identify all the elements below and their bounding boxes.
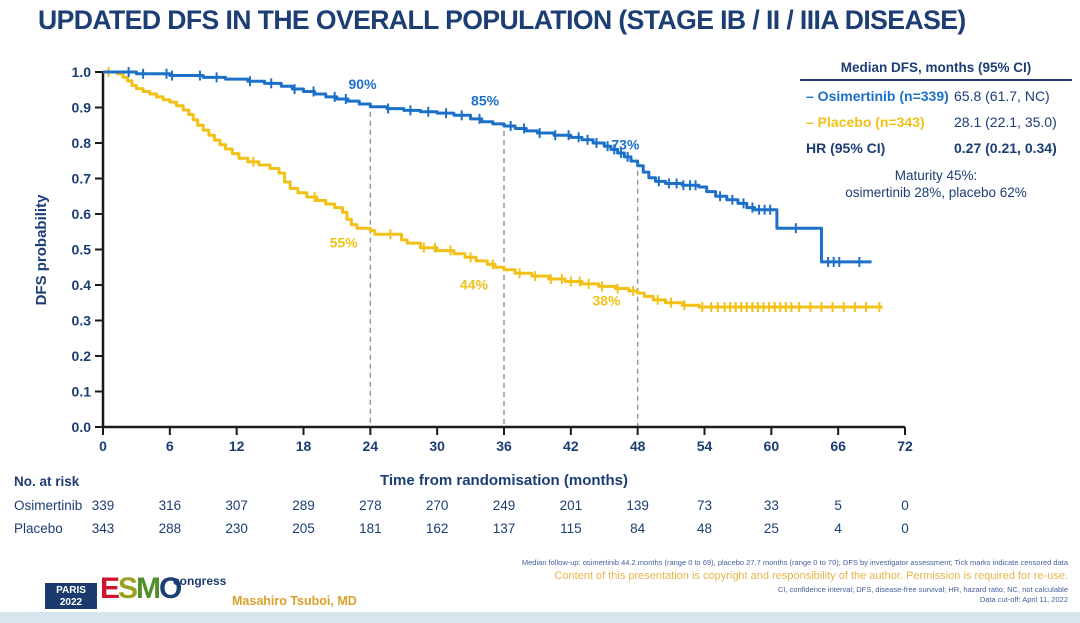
x-tick-label: 12 — [229, 438, 245, 454]
at-risk-value: 201 — [560, 498, 583, 513]
at-risk-value: 137 — [493, 521, 516, 536]
esmo-letter-m: M — [136, 572, 161, 605]
at-risk-value: 33 — [764, 498, 779, 513]
placebo-label: – Placebo (n=343) — [806, 114, 925, 130]
x-tick-label: 30 — [429, 438, 445, 454]
paris-text: PARIS — [56, 585, 86, 596]
page-title: UPDATED DFS IN THE OVERALL POPULATION (S… — [38, 5, 966, 35]
at-risk-value: 0 — [901, 521, 909, 536]
footnote-datacutoff: Data cut-off: April 11, 2022 — [979, 595, 1068, 604]
osimertinib-label: – Osimertinib (n=339) — [806, 88, 949, 104]
at-risk-value: 205 — [292, 521, 315, 536]
esmo-congress-logo: PARIS 2022 ESMO congress — [45, 572, 245, 614]
y-tick-label: 0.0 — [72, 419, 92, 435]
x-tick-label: 60 — [764, 438, 780, 454]
legend-header: Median DFS, months (95% CI) — [840, 60, 1032, 75]
y-tick-label: 0.4 — [72, 277, 92, 293]
milestone-label-73%: 73% — [611, 136, 640, 152]
x-tick-label: 42 — [563, 438, 579, 454]
x-tick-label: 66 — [830, 438, 846, 454]
at-risk-value: 139 — [626, 498, 649, 513]
maturity-line2: osimertinib 28%, placebo 62% — [845, 185, 1027, 200]
at-risk-value: 270 — [426, 498, 449, 513]
milestone-label-55%: 55% — [330, 235, 359, 251]
at-risk-value: 343 — [92, 521, 115, 536]
footnote-abbreviations: CI, confidence interval; DFS, disease-fr… — [777, 585, 1068, 594]
esmo-letter-s: S — [118, 572, 138, 605]
median-dfs-legend: Median DFS, months (95% CI) – Osimertini… — [800, 60, 1072, 201]
y-tick-label: 0.1 — [72, 384, 92, 400]
milestone-label-85%: 85% — [471, 93, 500, 109]
legend-row-osimertinib: – Osimertinib (n=339) 65.8 (61.7, NC) — [800, 83, 1072, 109]
km-curve-osimertinib — [103, 70, 872, 264]
at-risk-value: 230 — [225, 521, 248, 536]
at-risk-value: 162 — [426, 521, 449, 536]
x-tick-label: 18 — [296, 438, 312, 454]
x-tick-label: 72 — [897, 438, 913, 454]
at-risk-value: 48 — [697, 521, 712, 536]
placebo-median-value: 28.1 (22.1, 35.0) — [954, 114, 1057, 130]
at-risk-value: 115 — [560, 521, 582, 536]
at-risk-value: 278 — [359, 498, 382, 513]
y-tick-label: 0.5 — [72, 242, 92, 258]
maturity-line1: Maturity 45%: — [894, 168, 978, 183]
congress-text: congress — [173, 574, 227, 588]
at-risk-row-label: Osimertinib — [14, 498, 82, 513]
legend-row-hr: HR (95% CI) 0.27 (0.21, 0.34) — [800, 135, 1072, 161]
x-axis-title: Time from randomisation (months) — [380, 472, 628, 489]
milestone-label-38%: 38% — [592, 293, 621, 309]
milestone-label-44%: 44% — [460, 276, 489, 292]
footnote-copyright: Content of this presentation is copyrigh… — [554, 570, 1068, 582]
at-risk-value: 73 — [697, 498, 712, 513]
at-risk-row-label: Placebo — [14, 521, 63, 536]
osimertinib-median-value: 65.8 (61.7, NC) — [954, 88, 1050, 104]
year-text: 2022 — [59, 597, 83, 608]
at-risk-value: 307 — [225, 498, 248, 513]
at-risk-value: 25 — [764, 521, 779, 536]
legend-divider — [800, 79, 1072, 81]
at-risk-value: 289 — [292, 498, 315, 513]
at-risk-value: 339 — [92, 498, 115, 513]
y-tick-label: 0.3 — [72, 313, 92, 329]
paris-2022-badge: PARIS 2022 — [45, 583, 97, 609]
x-tick-label: 0 — [99, 438, 107, 454]
y-tick-label: 0.7 — [72, 171, 92, 187]
x-tick-label: 24 — [363, 438, 379, 454]
bottom-strip — [0, 612, 1080, 623]
esmo-letter-o: O — [159, 572, 182, 605]
y-tick-label: 0.6 — [72, 206, 92, 222]
x-tick-label: 36 — [496, 438, 512, 454]
km-chart: 1.0 0.9 0.8 0.7 0.6 0.5 0.4 0.3 0.2 0.1 0.0 0 6 12 18 2… — [14, 64, 913, 536]
y-tick-label: 0.8 — [72, 135, 92, 151]
at-risk-value: 181 — [359, 521, 382, 536]
at-risk-header: No. at risk — [14, 474, 80, 489]
at-risk-value: 249 — [493, 498, 516, 513]
x-tick-label: 48 — [630, 438, 646, 454]
milestone-label-90%: 90% — [349, 76, 378, 92]
km-curve-placebo — [103, 70, 883, 309]
footnote-followup: Median follow-up: osimertinib 44.2 month… — [521, 558, 1068, 567]
at-risk-value: 84 — [630, 521, 646, 536]
y-tick-label: 0.9 — [72, 100, 92, 116]
at-risk-value: 5 — [834, 498, 842, 513]
footnotes: Median follow-up: osimertinib 44.2 month… — [522, 558, 1068, 605]
hr-value: 0.27 (0.21, 0.34) — [954, 140, 1057, 156]
y-tick-label: 1.0 — [72, 64, 92, 80]
y-tick-label: 0.2 — [72, 348, 92, 364]
at-risk-value: 0 — [901, 498, 909, 513]
hr-label: HR (95% CI) — [806, 140, 886, 156]
esmo-wordmark: ESMO — [100, 572, 182, 606]
x-tick-label: 6 — [166, 438, 174, 454]
legend-row-placebo: – Placebo (n=343) 28.1 (22.1, 35.0) — [800, 109, 1072, 135]
at-risk-value: 288 — [159, 521, 182, 536]
x-tick-label: 54 — [697, 438, 713, 454]
at-risk-value: 4 — [834, 521, 842, 536]
presenter-name: Masahiro Tsuboi, MD — [232, 594, 357, 608]
y-axis-title: DFS probability — [33, 194, 50, 305]
at-risk-value: 316 — [159, 498, 182, 513]
esmo-letter-e: E — [100, 572, 120, 605]
maturity-note: Maturity 45%: osimertinib 28%, placebo 6… — [800, 167, 1072, 201]
